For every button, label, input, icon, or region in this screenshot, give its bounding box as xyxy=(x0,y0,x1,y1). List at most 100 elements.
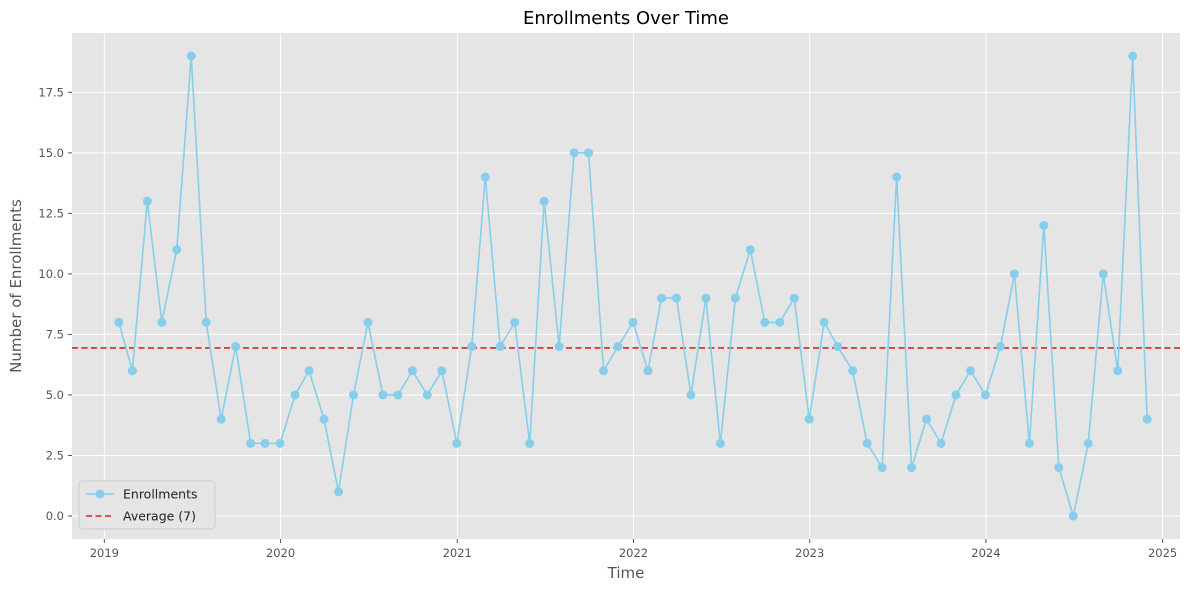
data-point xyxy=(334,487,343,497)
plot-area xyxy=(72,33,1180,539)
data-point xyxy=(819,317,829,327)
data-point xyxy=(715,438,725,448)
data-point xyxy=(922,414,932,424)
data-point xyxy=(290,390,300,400)
data-point xyxy=(862,438,872,448)
data-point xyxy=(1128,51,1138,61)
data-point xyxy=(114,317,124,327)
y-tick-label: 12.5 xyxy=(38,206,64,220)
x-tick-label: 2023 xyxy=(795,546,824,560)
legend-label-enrollments: Enrollments xyxy=(123,487,197,502)
data-point xyxy=(1039,220,1049,230)
data-point xyxy=(686,390,696,400)
data-point xyxy=(775,317,785,327)
data-point xyxy=(995,342,1005,352)
data-point xyxy=(510,317,520,327)
x-tick-label: 2021 xyxy=(443,546,472,560)
data-point xyxy=(1113,366,1123,376)
data-point xyxy=(407,366,417,376)
data-point xyxy=(936,438,946,448)
data-point xyxy=(378,390,388,400)
x-tick-label: 2020 xyxy=(266,546,295,560)
data-point xyxy=(760,317,770,327)
data-point xyxy=(539,196,549,206)
data-point xyxy=(363,317,373,327)
x-axis: 2019 2020 2021 2022 2023 2024 2025 xyxy=(90,539,1177,560)
y-axis-title: Number of Enrollments xyxy=(7,199,25,373)
data-point xyxy=(980,390,990,400)
data-point xyxy=(201,317,211,327)
data-point xyxy=(789,293,799,303)
data-point xyxy=(246,438,256,448)
data-point xyxy=(569,148,579,158)
data-point xyxy=(422,390,432,400)
y-tick-label: 17.5 xyxy=(38,85,64,99)
data-point xyxy=(848,366,858,376)
x-axis-title: Time xyxy=(607,564,645,582)
data-point xyxy=(804,414,814,424)
data-point xyxy=(599,366,609,376)
x-tick-label: 2019 xyxy=(90,546,119,560)
data-point xyxy=(1054,463,1064,473)
data-point xyxy=(495,342,505,352)
data-point xyxy=(656,293,666,303)
data-point xyxy=(142,196,152,206)
data-point xyxy=(671,293,681,303)
data-point xyxy=(260,438,270,448)
data-point xyxy=(452,438,462,448)
data-point xyxy=(965,366,975,376)
data-point xyxy=(613,342,623,352)
data-point xyxy=(554,342,564,352)
x-tick-label: 2022 xyxy=(619,546,648,560)
y-tick-label: 10.0 xyxy=(38,267,64,281)
x-tick-label: 2025 xyxy=(1148,546,1177,560)
series-layer xyxy=(114,51,1152,521)
y-axis: 0.0 2.5 5.0 7.5 10.0 12.5 15.0 17.5 xyxy=(38,85,72,523)
data-point xyxy=(745,245,755,255)
data-point xyxy=(1083,438,1093,448)
data-point xyxy=(231,342,241,352)
data-point xyxy=(127,366,137,376)
data-point xyxy=(467,342,477,352)
data-point xyxy=(833,342,843,352)
legend-marker-enrollments xyxy=(95,489,105,499)
legend: Enrollments Average (7) xyxy=(78,480,216,530)
data-point xyxy=(892,172,902,182)
data-point xyxy=(216,414,226,424)
legend-box xyxy=(78,480,216,530)
data-point xyxy=(877,463,887,473)
y-tick-label: 7.5 xyxy=(46,327,64,341)
data-point xyxy=(730,293,740,303)
data-point xyxy=(348,390,358,400)
chart-title: Enrollments Over Time xyxy=(523,8,729,29)
data-point xyxy=(186,51,196,61)
data-point xyxy=(907,463,917,473)
data-point xyxy=(1068,511,1078,521)
data-point xyxy=(525,438,535,448)
data-point xyxy=(628,317,638,327)
data-point xyxy=(1142,414,1152,424)
y-tick-label: 2.5 xyxy=(46,448,64,462)
y-tick-label: 5.0 xyxy=(46,388,64,402)
legend-label-average: Average (7) xyxy=(123,509,196,524)
data-point xyxy=(480,172,490,182)
data-point xyxy=(701,293,711,303)
data-point xyxy=(275,438,285,448)
data-point xyxy=(172,245,182,255)
data-point xyxy=(1098,269,1108,279)
data-point xyxy=(393,390,403,400)
data-point xyxy=(951,390,961,400)
data-point xyxy=(584,148,594,158)
y-tick-label: 0.0 xyxy=(46,509,64,523)
data-point xyxy=(643,366,653,376)
y-tick-label: 15.0 xyxy=(38,146,64,160)
data-point xyxy=(304,366,314,376)
data-point xyxy=(1024,438,1034,448)
grid xyxy=(72,33,1180,539)
data-point xyxy=(437,366,447,376)
data-point xyxy=(157,317,167,327)
x-tick-label: 2024 xyxy=(971,546,1000,560)
data-point xyxy=(319,414,329,424)
data-point xyxy=(1009,269,1019,279)
